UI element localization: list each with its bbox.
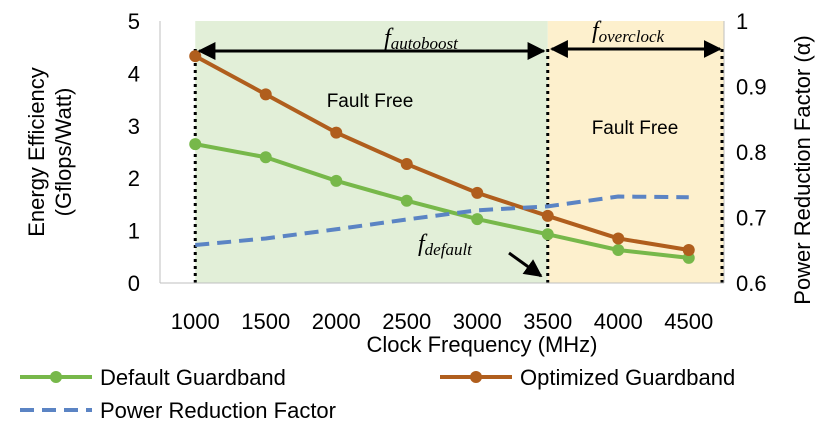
legend-marker-optimized (470, 371, 482, 383)
y-right-tick-label: 0.8 (736, 140, 767, 165)
shaded-regions (195, 21, 724, 283)
legend-item-optimized-guardband: Optimized Guardband (440, 365, 735, 390)
y-right-axis-title: Power Reduction Factor (α) (790, 35, 815, 304)
x-tick-label: 2500 (382, 309, 431, 334)
y-left-tick-label: 5 (128, 9, 140, 34)
y-left-title-line2: (Gflops/Watt) (51, 88, 76, 217)
legend: Default Guardband Optimized Guardband Po… (20, 365, 735, 423)
legend-item-default-guardband: Default Guardband (20, 365, 286, 390)
series-point-1 (682, 243, 695, 256)
shaded-region-0 (195, 21, 548, 283)
series-point-1 (259, 88, 272, 101)
series-point-0 (471, 213, 484, 226)
x-tick-label: 3500 (523, 309, 572, 334)
default-label: fdefault (418, 231, 473, 259)
x-tick-label: 3000 (453, 309, 502, 334)
series-point-1 (471, 186, 484, 199)
y-right-tick-labels: 0.6 0.7 0.8 0.9 1 (736, 9, 767, 296)
y-right-tick-label: 0.9 (736, 75, 767, 100)
y-left-tick-label: 0 (128, 271, 140, 296)
y-right-title: Power Reduction Factor (α) (790, 35, 815, 304)
series-point-1 (330, 126, 343, 139)
axes (159, 21, 725, 284)
series-point-0 (259, 151, 272, 164)
series-line-2 (195, 194, 689, 248)
default-pointer-arrow (508, 251, 543, 278)
overclock-label: foverclock (592, 18, 665, 46)
series-point-1 (400, 158, 413, 171)
legend-marker-default (50, 371, 62, 383)
legend-label-optimized: Optimized Guardband (520, 365, 735, 390)
region-label-autoboost: Fault Free (327, 91, 414, 112)
legend-item-power-reduction: Power Reduction Factor (20, 398, 336, 423)
autoboost-label: fautoboost (384, 25, 459, 53)
y-left-tick-label: 2 (128, 166, 140, 191)
series-point-1 (612, 232, 625, 245)
series-point-0 (189, 138, 202, 151)
y-left-tick-label: 1 (128, 219, 140, 244)
annotations: fautoboost foverclock fdefault Fault Fre… (197, 18, 722, 278)
legend-label-power: Power Reduction Factor (100, 398, 336, 423)
legend-label-default: Default Guardband (100, 365, 286, 390)
x-axis-title: Clock Frequency (MHz) (366, 332, 597, 357)
y-right-tick-label: 0.6 (736, 271, 767, 296)
x-tick-label: 4000 (594, 309, 643, 334)
y-left-tick-labels: 0 1 2 3 4 5 (128, 9, 140, 296)
y-left-tick-label: 4 (128, 61, 140, 86)
x-tick-label: 1000 (171, 309, 220, 334)
region-label-overclock: Fault Free (592, 118, 679, 139)
x-tick-label: 1500 (241, 309, 290, 334)
y-left-tick-label: 3 (128, 114, 140, 139)
x-tick-label: 4500 (664, 309, 713, 334)
x-tick-labels: 1000 1500 2000 2500 3000 3500 4000 4500 (171, 309, 713, 334)
series-point-0 (541, 228, 554, 241)
series-point-0 (330, 174, 343, 187)
series-point-0 (612, 243, 625, 256)
y-right-tick-label: 0.7 (736, 206, 767, 231)
shaded-region-1 (547, 21, 724, 283)
series-point-0 (400, 194, 413, 207)
y-right-tick-label: 1 (736, 9, 748, 34)
y-left-title-line1: Energy Efficiency (24, 67, 49, 237)
series-line-1 (194, 54, 690, 252)
series-line-0 (194, 142, 689, 260)
x-tick-label: 2000 (312, 309, 361, 334)
y-left-axis-title: Energy Efficiency (Gflops/Watt) (24, 67, 76, 237)
series-point-1 (541, 209, 554, 222)
